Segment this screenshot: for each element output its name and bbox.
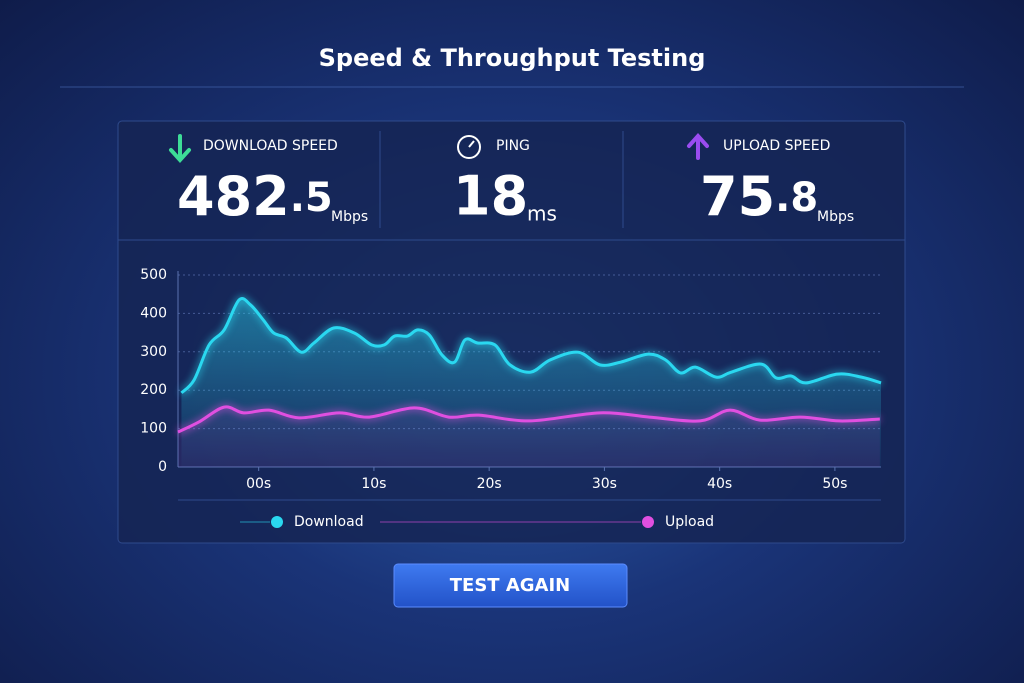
- legend-label: Upload: [665, 514, 714, 530]
- stat-unit: Mbps: [331, 209, 368, 225]
- stat-value: 75.8: [700, 165, 818, 228]
- stat-int: 482: [177, 165, 290, 228]
- upload-icon: [687, 133, 709, 160]
- y-tick-label: 500: [140, 267, 167, 283]
- test-again-button[interactable]: [393, 563, 628, 608]
- y-tick-label: 300: [140, 344, 167, 360]
- x-tick-label: 40s: [707, 476, 732, 492]
- y-tick-label: 400: [140, 305, 167, 321]
- plot: 0 100 200 300 400 500 00s 10s 20s 30s 40s 50s Downlo…: [140, 267, 882, 530]
- x-tick-label: 20s: [477, 476, 502, 492]
- page-title: Speed & Throughput Testing: [319, 44, 706, 72]
- legend-marker: [642, 516, 654, 528]
- button-label[interactable]: TEST AGAIN: [450, 575, 570, 596]
- x-tick-label: 30s: [592, 476, 617, 492]
- download-icon: [169, 134, 191, 163]
- upload-area: [178, 406, 880, 467]
- stat-fraction: .5: [290, 175, 333, 221]
- stat-value: 482.5: [177, 165, 333, 228]
- series-line: [177, 405, 880, 434]
- stat-unit: ms: [527, 202, 557, 226]
- stat-int: 75: [700, 165, 775, 228]
- x-tick-label: 00s: [246, 476, 271, 492]
- stat-label: UPLOAD SPEED: [723, 138, 830, 154]
- legend-label: Download: [294, 514, 364, 530]
- stat-label: PING: [496, 138, 530, 154]
- x-tick-label: 10s: [361, 476, 386, 492]
- ping-icon: [457, 135, 481, 159]
- legend-marker: [271, 516, 283, 528]
- stat-label: DOWNLOAD SPEED: [203, 138, 338, 154]
- y-tick-label: 100: [140, 421, 167, 437]
- download-area: [181, 298, 881, 467]
- y-tick-label: 0: [158, 459, 167, 475]
- stat-fraction: .8: [775, 175, 818, 221]
- y-tick-label: 200: [140, 382, 167, 398]
- x-tick-label: 50s: [822, 476, 847, 492]
- series-line: [180, 297, 882, 395]
- stat-value: 18: [453, 165, 528, 228]
- stat-unit: Mbps: [817, 209, 854, 225]
